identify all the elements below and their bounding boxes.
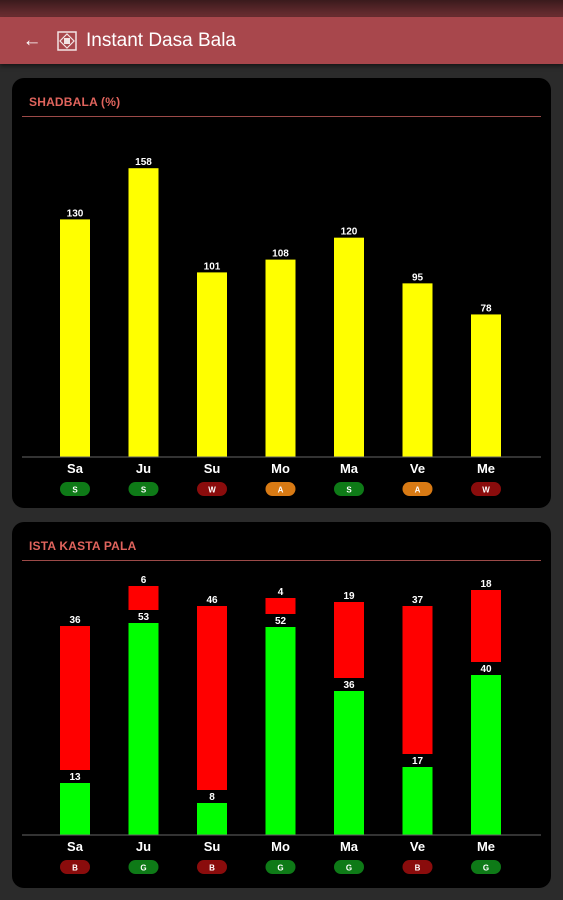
bar-segment (197, 803, 227, 835)
bar (197, 272, 227, 457)
strength-badge (471, 482, 501, 496)
data-label: 17 (412, 756, 424, 767)
bar-segment (334, 602, 364, 678)
strength-badge (60, 482, 90, 496)
bar (265, 259, 296, 457)
strength-badge (334, 482, 364, 496)
title-divider (22, 560, 541, 561)
bar-segment (128, 623, 159, 835)
chart-title: SHADBALA (%) (29, 95, 121, 109)
bar-segment (402, 767, 433, 835)
tick-label: Ma (340, 839, 359, 854)
data-label: 52 (275, 616, 287, 627)
data-label: 36 (69, 615, 81, 626)
title-divider (22, 116, 541, 117)
ista-kasta-card: ISTA KASTA PALA 13 36 53 6 8 46 52 4 36 19 17 37 40 1… (12, 522, 551, 888)
bar-segment (128, 586, 159, 610)
badge-label: B (209, 864, 215, 873)
app-bar: ← Instant Dasa Bala (0, 17, 563, 64)
badge-label: A (278, 486, 284, 495)
tick-label: Ve (410, 839, 425, 854)
page-title: Instant Dasa Bala (86, 29, 236, 51)
bar (60, 219, 90, 457)
badge-label: S (141, 486, 147, 495)
badge-label: B (72, 864, 78, 873)
bar-segment (471, 675, 501, 835)
data-label: 6 (141, 575, 147, 586)
ista-kasta-chart: 13 36 53 6 8 46 52 4 36 19 17 37 40 18 Sa B Ju G Su B Mo G Ma G… (22, 575, 541, 874)
tick-label: Ve (410, 461, 425, 476)
bar-segment (471, 590, 501, 662)
tick-label: Sa (67, 839, 84, 854)
strength-badge (265, 860, 296, 874)
badge-label: G (346, 864, 352, 873)
chart-title: ISTA KASTA PALA (29, 539, 137, 553)
data-label: 37 (412, 595, 424, 606)
bar-segment (265, 598, 296, 614)
status-bar (0, 0, 563, 17)
data-label: 158 (135, 157, 152, 168)
bar-segment (334, 691, 364, 835)
strength-badge (471, 860, 501, 874)
badge-label: G (277, 864, 283, 873)
badge-label: A (415, 486, 421, 495)
data-label: 46 (206, 595, 218, 606)
tick-label: Su (204, 839, 221, 854)
tick-label: Mo (271, 839, 290, 854)
back-arrow-icon[interactable]: ← (22, 29, 42, 51)
strength-badge (402, 482, 433, 496)
data-label: 4 (278, 587, 284, 598)
bar-segment (402, 606, 433, 754)
badge-label: S (346, 486, 352, 495)
data-label: 108 (272, 249, 289, 260)
app-logo-icon (57, 30, 77, 51)
bar-segment (60, 626, 90, 770)
bar-segment (265, 627, 296, 835)
data-label: 95 (412, 272, 424, 283)
shadbala-card: SHADBALA (%) 130 158 101 108 120 95 78 Sa S Ju S Su… (12, 78, 551, 508)
tick-label: Mo (271, 461, 290, 476)
data-label: 40 (480, 664, 492, 675)
bar-segment (60, 783, 90, 835)
data-label: 120 (341, 227, 358, 238)
strength-badge (60, 860, 90, 874)
strength-badge (402, 860, 433, 874)
bar-segment (197, 606, 227, 790)
strength-badge (128, 482, 159, 496)
badge-label: S (72, 486, 78, 495)
strength-badge (334, 860, 364, 874)
bar (471, 314, 501, 457)
data-label: 8 (209, 792, 215, 803)
bar (128, 168, 159, 457)
tick-label: Me (477, 839, 495, 854)
strength-badge (197, 860, 227, 874)
tick-label: Ma (340, 461, 359, 476)
badge-label: G (483, 864, 489, 873)
data-label: 53 (138, 612, 150, 623)
strength-badge (197, 482, 227, 496)
bar (402, 283, 433, 457)
data-label: 130 (67, 208, 84, 219)
bar (334, 237, 364, 457)
data-label: 78 (480, 303, 492, 314)
tick-label: Su (204, 461, 221, 476)
tick-label: Me (477, 461, 495, 476)
data-label: 13 (69, 772, 81, 783)
tick-label: Sa (67, 461, 84, 476)
badge-label: B (415, 864, 421, 873)
data-label: 36 (343, 680, 355, 691)
tick-label: Ju (136, 461, 151, 476)
data-label: 101 (204, 261, 221, 272)
badge-label: G (140, 864, 146, 873)
data-label: 19 (343, 591, 355, 602)
badge-label: W (208, 486, 216, 495)
strength-badge (128, 860, 159, 874)
badge-label: W (482, 486, 490, 495)
shadbala-chart: 130 158 101 108 120 95 78 Sa S Ju S Su W Mo A Ma S Ve A Me W (22, 157, 541, 496)
strength-badge (265, 482, 296, 496)
tick-label: Ju (136, 839, 151, 854)
data-label: 18 (480, 579, 492, 590)
